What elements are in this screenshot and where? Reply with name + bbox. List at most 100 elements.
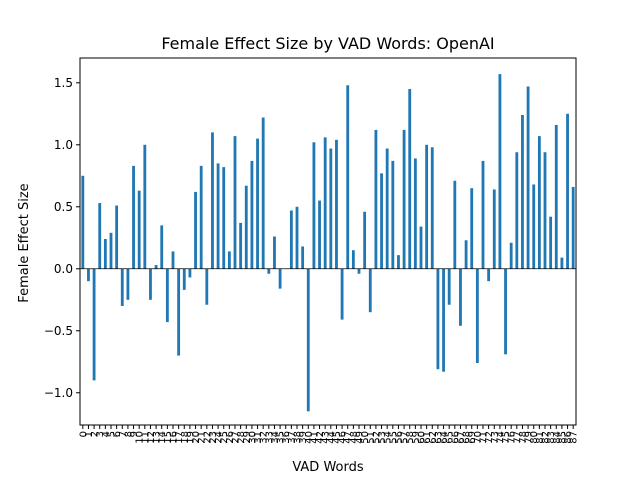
x-tick-label: 38	[293, 431, 304, 444]
bar	[566, 113, 569, 269]
bar	[481, 160, 485, 269]
x-tick-label: 58	[405, 431, 416, 444]
bar	[222, 167, 226, 269]
x-tick-label: 51	[366, 431, 377, 444]
x-tick-label: 49	[355, 431, 366, 444]
bar	[256, 138, 259, 269]
bar	[81, 175, 85, 269]
bar	[87, 268, 90, 282]
x-tick-label: 71	[479, 431, 490, 444]
x-tick-label: 48	[349, 431, 360, 444]
bar	[289, 210, 293, 269]
x-tick-label: 41	[309, 431, 320, 444]
y-tick-label: 0.5	[54, 200, 73, 214]
x-tick-label: 32	[259, 431, 270, 444]
bar	[132, 165, 135, 269]
bar	[391, 160, 395, 269]
x-tick-label: 76	[507, 431, 518, 444]
bar	[306, 268, 310, 412]
bar	[312, 142, 316, 269]
x-tick-label: 57	[400, 431, 411, 444]
bar	[329, 148, 333, 269]
bar	[351, 250, 355, 269]
bar	[447, 268, 451, 305]
x-tick-label: 59	[411, 431, 422, 444]
bar	[160, 225, 164, 269]
x-tick-label: 17	[174, 431, 185, 444]
y-axis: −1.0 −0.5 0.0 0.5 1.0 1.5	[44, 76, 80, 400]
x-tick-label: 53	[377, 431, 388, 444]
bar	[380, 173, 383, 269]
x-tick-label: 25	[219, 431, 230, 444]
x-tick-label: 63	[433, 431, 444, 444]
x-tick-label: 2	[90, 431, 101, 437]
bar	[171, 251, 175, 269]
bar	[301, 246, 305, 269]
bar	[532, 184, 536, 269]
y-tick-label: 1.0	[54, 138, 73, 152]
x-tick-label: 79	[524, 431, 535, 444]
bar	[397, 255, 400, 269]
x-tick-label: 68	[462, 431, 473, 444]
y-tick-label: −0.5	[44, 324, 73, 338]
bar	[194, 191, 197, 269]
x-tick-label: 40	[304, 431, 315, 444]
x-tick-label: 54	[383, 431, 394, 444]
x-tick-label: 84	[552, 431, 563, 444]
x-tick-label: 77	[512, 431, 523, 444]
bar	[419, 226, 423, 269]
x-tick-label: 52	[371, 431, 382, 444]
x-tick-label: 30	[247, 431, 258, 444]
x-tick-label: 55	[388, 431, 399, 444]
bar	[413, 158, 417, 269]
bar	[453, 180, 457, 269]
bar	[504, 268, 507, 355]
bar	[227, 251, 231, 269]
bar	[357, 268, 361, 274]
bar	[487, 268, 491, 282]
bar	[92, 268, 96, 381]
x-tick-label: 22	[202, 431, 213, 444]
x-tick-label: 67	[456, 431, 467, 444]
y-tick-label: 1.5	[54, 76, 73, 90]
bar	[526, 86, 530, 269]
bar	[543, 152, 547, 269]
x-tick-label: 4	[101, 431, 112, 437]
bar	[244, 185, 248, 269]
bar	[571, 186, 575, 269]
bar	[211, 132, 214, 269]
x-tick-label: 24	[214, 431, 225, 444]
x-tick-label: 69	[467, 431, 478, 444]
bar	[346, 85, 350, 269]
x-tick-label: 14	[157, 431, 168, 444]
bar	[216, 163, 220, 269]
x-tick-label: 87	[569, 431, 580, 444]
bar	[340, 268, 344, 320]
x-tick-label: 81	[535, 431, 546, 444]
bar	[109, 232, 113, 269]
x-tick-label: 50	[360, 431, 371, 444]
bar	[233, 136, 237, 269]
bar	[402, 129, 406, 269]
bar	[492, 189, 496, 269]
bar	[98, 203, 102, 269]
x-tick-label: 62	[428, 431, 439, 444]
x-tick-label: 36	[281, 431, 292, 444]
x-tick-label: 85	[557, 431, 568, 444]
x-tick-label: 60	[417, 431, 428, 444]
bar	[188, 268, 192, 278]
bar	[120, 268, 124, 306]
x-tick-label: 29	[242, 431, 253, 444]
x-tick-label: 12	[146, 431, 157, 444]
bar	[408, 89, 412, 269]
bar	[295, 206, 299, 269]
bar	[509, 242, 513, 269]
x-tick-label: 64	[439, 431, 450, 444]
bar	[137, 190, 141, 269]
x-tick-label: 27	[231, 431, 242, 444]
bar	[521, 115, 524, 269]
x-tick-label: 65	[445, 431, 456, 444]
x-tick-label: 80	[529, 431, 540, 444]
x-tick-label: 26	[225, 431, 236, 444]
x-tick-label: 44	[326, 431, 337, 444]
